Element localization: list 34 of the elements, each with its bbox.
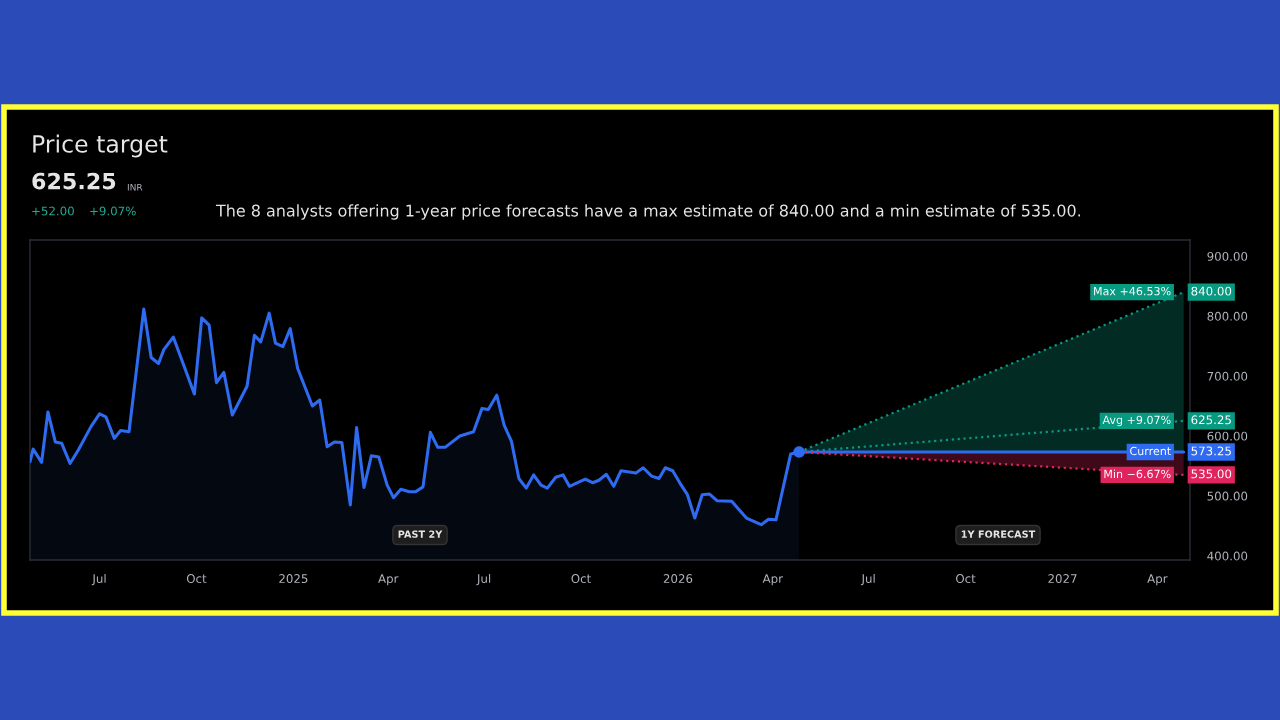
y-tick-label: 600.00 <box>1207 431 1248 441</box>
text: +52.00 <box>32 206 74 216</box>
x-tick-label: Oct <box>186 574 207 584</box>
y-tick-label: 700.00 <box>1207 371 1248 381</box>
y-tick-label: 400.00 <box>1207 551 1248 561</box>
y-tick-label: 800.00 <box>1207 311 1248 321</box>
x-tick-label: Apr <box>378 574 399 586</box>
x-tick-label: Jul <box>91 573 106 586</box>
annotation: 1Y FORECAST <box>961 530 1036 538</box>
x-tick-label: Oct <box>571 574 591 584</box>
chart-title: Price target <box>33 134 168 158</box>
x-tick-label: Jul <box>476 573 491 586</box>
x-tick-label: Oct <box>956 574 976 584</box>
y-tick-label: 900.00 <box>1207 251 1248 261</box>
x-tick-label: 2026 <box>663 574 693 584</box>
text: +9.07% <box>90 206 136 216</box>
data-label: 625.25 <box>1191 415 1231 425</box>
legend-label: Max +46.53% <box>1094 286 1171 296</box>
data-label: 840.00 <box>1191 286 1232 296</box>
x-tick-label: Apr <box>1147 574 1168 586</box>
text: 625.25 <box>32 172 116 190</box>
legend-label: Avg +9.07% <box>1102 415 1171 427</box>
x-tick-label: Jul <box>860 573 875 586</box>
data-label: 573.25 <box>1191 446 1231 456</box>
x-tick-label: 2025 <box>279 574 308 584</box>
text: The 8 analysts offering 1-year price forecasts have a max estimate of 840.00 and a min estimate of 535.00. <box>215 204 1081 220</box>
data-label: 535.00 <box>1191 469 1232 479</box>
legend-label: Current <box>1130 446 1171 456</box>
legend-label: Min −6.67% <box>1104 469 1171 479</box>
y-tick-label: 500.00 <box>1207 491 1248 501</box>
text: INR <box>127 183 143 191</box>
x-tick-label: 2027 <box>1048 574 1077 584</box>
x-tick-label: Apr <box>762 574 783 586</box>
annotation: PAST 2Y <box>398 530 443 538</box>
